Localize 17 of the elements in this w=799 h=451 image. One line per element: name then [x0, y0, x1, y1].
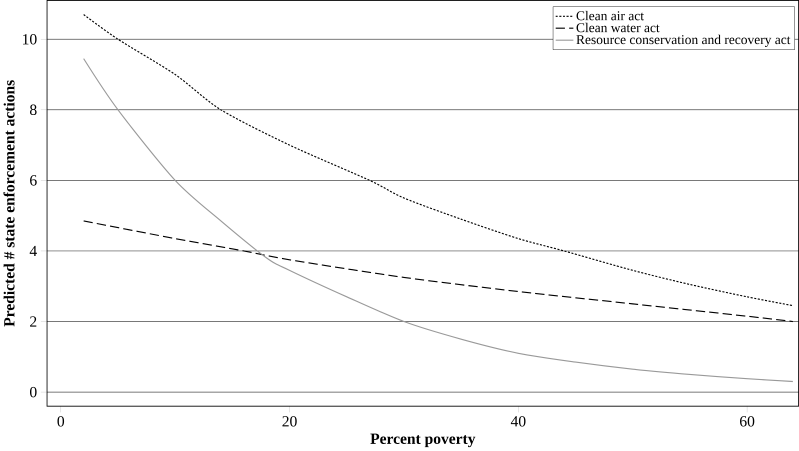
- x-axis-title: Percent poverty: [370, 434, 476, 448]
- line-series: [83, 220, 794, 322]
- line-series: [83, 58, 794, 382]
- y-tick-label: 10: [23, 34, 37, 45]
- x-tick-label: 40: [510, 416, 526, 427]
- y-tick-label: 6: [30, 175, 37, 186]
- legend-label: Clean water act: [576, 22, 660, 32]
- y-tick-label: 0: [30, 387, 37, 398]
- y-axis-title: Predicted # state enforcement actions: [3, 80, 15, 327]
- y-tick-label: 2: [30, 316, 36, 327]
- legend-label: Resource conservation and recovery act: [576, 34, 790, 48]
- x-tick-label: 20: [282, 416, 297, 427]
- legend-label: Clean air act: [576, 11, 644, 20]
- x-tick-label: 60: [740, 416, 754, 427]
- x-tick-label: 0: [57, 416, 64, 427]
- y-tick-label: 8: [30, 104, 37, 116]
- y-tick-label: 4: [30, 246, 37, 256]
